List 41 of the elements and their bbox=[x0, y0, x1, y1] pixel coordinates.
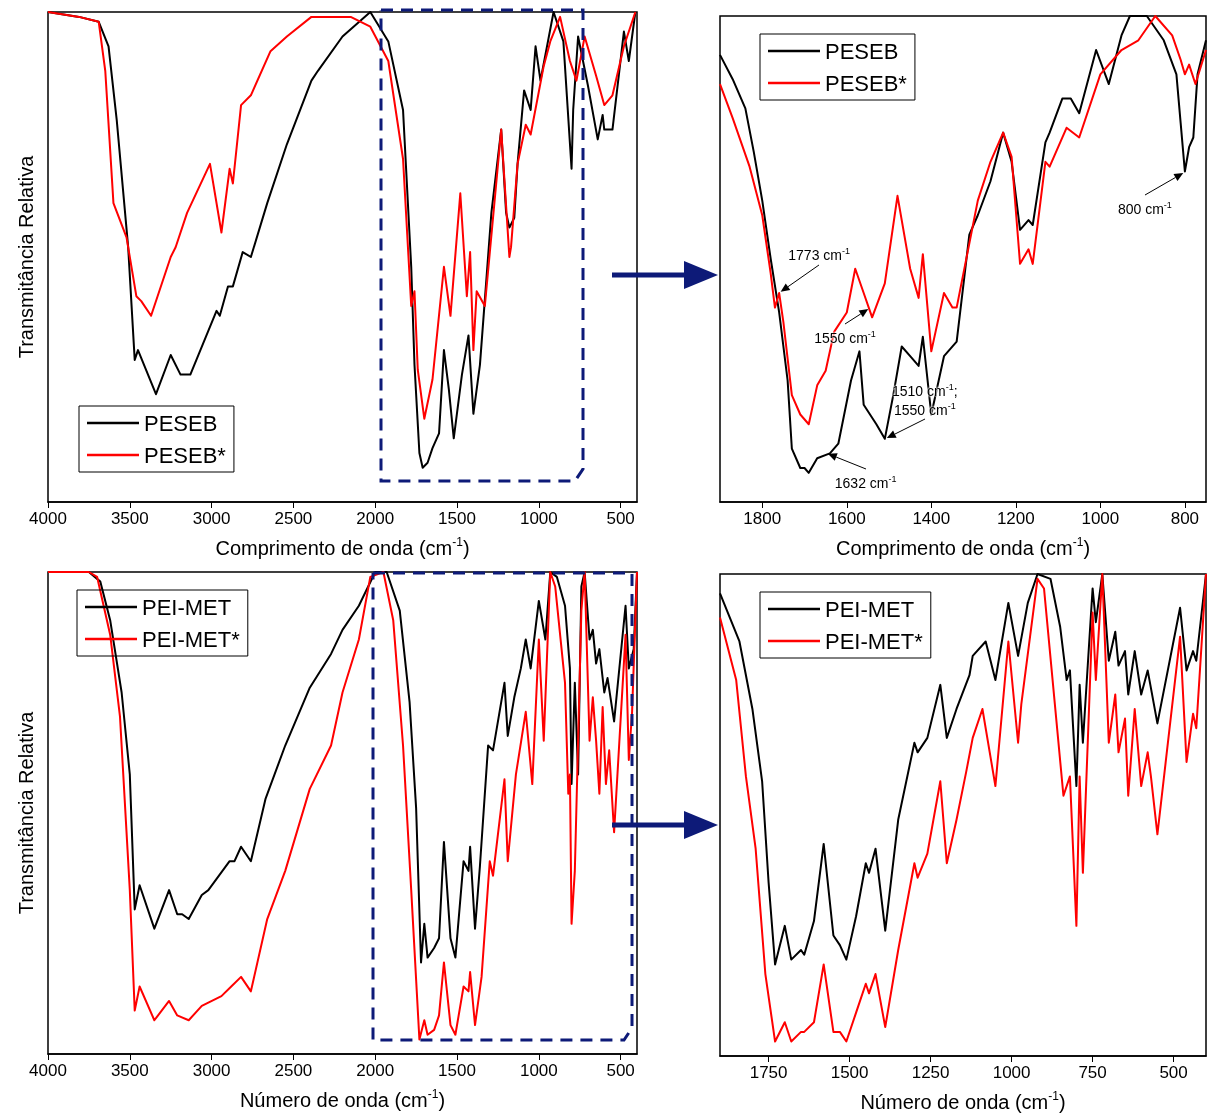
x-tick-label: 1500 bbox=[830, 1063, 869, 1082]
x-tick-label: 3000 bbox=[192, 1061, 231, 1080]
x-tick-label: 1500 bbox=[438, 1061, 476, 1080]
x-tick-label: 3500 bbox=[110, 509, 149, 528]
x-tick-label: 1200 bbox=[996, 509, 1035, 528]
x-tick-label: 500 bbox=[606, 1061, 635, 1080]
x-tick-label: 4000 bbox=[29, 1061, 67, 1080]
x-tick-label: 3500 bbox=[110, 1061, 149, 1080]
legend-label: PESEB bbox=[825, 38, 899, 64]
y-axis-title: Transmitância Relativa bbox=[15, 154, 37, 359]
x-tick-label: 1800 bbox=[743, 509, 782, 528]
x-tick-label: 1250 bbox=[911, 1063, 950, 1082]
x-tick-label: 750 bbox=[1078, 1063, 1107, 1082]
legend-label: PESEB* bbox=[144, 442, 227, 468]
legend-label: PESEB bbox=[144, 410, 218, 436]
annotation: 1632 cm$^{-1}$ bbox=[834, 473, 897, 492]
x-tick-label: 4000 bbox=[29, 509, 67, 528]
x-tick-label: 1000 bbox=[992, 1063, 1031, 1082]
annotation: 1773 cm$^{-1}$ bbox=[788, 245, 851, 263]
legend-label: PEI-MET bbox=[825, 596, 915, 622]
y-axis-title: Transmitância Relativa bbox=[15, 710, 37, 915]
x-tick-label: 3000 bbox=[192, 509, 231, 528]
x-tick-label: 1400 bbox=[912, 509, 951, 528]
x-tick-label: 1500 bbox=[438, 509, 476, 528]
x-tick-label: 1000 bbox=[519, 1061, 558, 1080]
legend-label: PEI-MET* bbox=[142, 626, 241, 652]
legend-label: PESEB* bbox=[825, 70, 908, 96]
x-tick-label: 1000 bbox=[1081, 509, 1120, 528]
x-tick-label: 1000 bbox=[519, 509, 558, 528]
x-tick-label: 2000 bbox=[356, 1061, 395, 1080]
x-tick-label: 1750 bbox=[749, 1063, 788, 1082]
x-tick-label: 2000 bbox=[356, 509, 395, 528]
x-tick-label: 800 bbox=[1170, 509, 1200, 528]
annotation: 800 cm$^{-1}$ bbox=[1117, 198, 1172, 217]
x-tick-label: 2500 bbox=[274, 1061, 313, 1080]
x-tick-label: 500 bbox=[1159, 1063, 1188, 1082]
x-tick-label: 500 bbox=[606, 509, 635, 528]
x-tick-label: 1600 bbox=[827, 509, 866, 528]
legend-label: PEI-MET* bbox=[825, 628, 924, 654]
legend-label: PEI-MET bbox=[142, 594, 232, 620]
x-tick-label: 2500 bbox=[274, 509, 313, 528]
